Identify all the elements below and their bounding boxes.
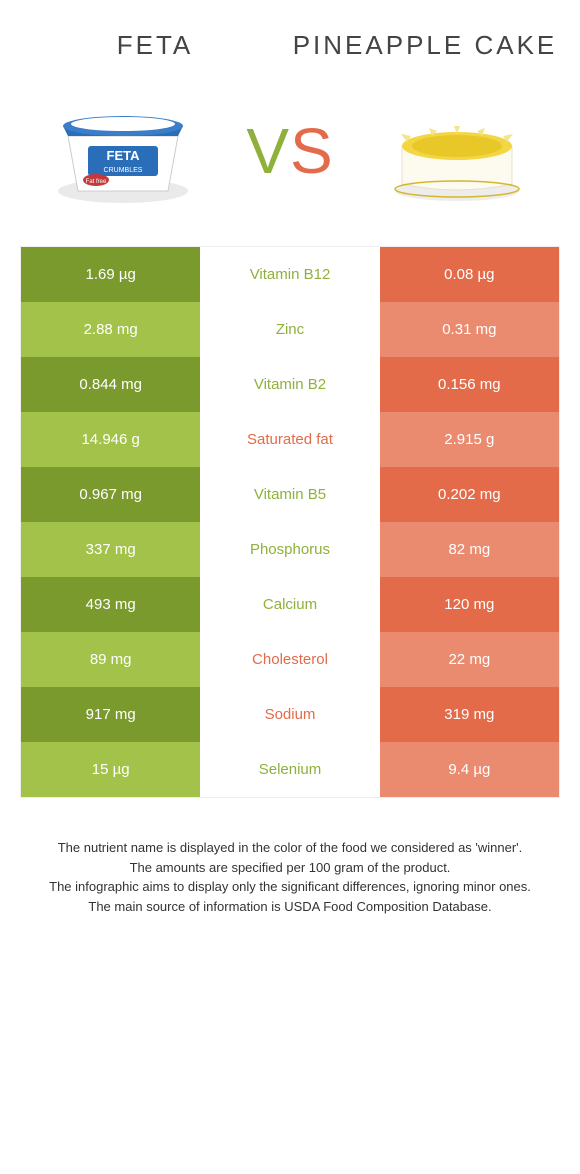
cake-icon (387, 96, 527, 206)
nutrient-name: Vitamin B12 (200, 247, 379, 302)
svg-text:FETA: FETA (107, 148, 141, 163)
left-value: 2.88 mg (21, 302, 200, 357)
nutrient-name: Saturated fat (200, 412, 379, 467)
feta-image: FETA CRUMBLES Fat free (20, 81, 226, 221)
right-value: 9.4 µg (380, 742, 559, 797)
footer-line-4: The main source of information is USDA F… (40, 897, 540, 917)
table-row: 337 mgPhosphorus82 mg (21, 522, 559, 577)
title-feta: FETA (20, 30, 290, 61)
nutrient-name: Cholesterol (200, 632, 379, 687)
table-row: 2.88 mgZinc0.31 mg (21, 302, 559, 357)
footer-notes: The nutrient name is displayed in the co… (40, 838, 540, 916)
left-value: 0.967 mg (21, 467, 200, 522)
right-value: 0.08 µg (380, 247, 559, 302)
vs-s: S (290, 114, 334, 188)
table-row: 493 mgCalcium120 mg (21, 577, 559, 632)
table-row: 14.946 gSaturated fat2.915 g (21, 412, 559, 467)
header-right: PINEAPPLE CAKE (290, 30, 560, 61)
left-value: 14.946 g (21, 412, 200, 467)
left-value: 89 mg (21, 632, 200, 687)
nutrient-name: Selenium (200, 742, 379, 797)
header-left: FETA (20, 30, 290, 61)
left-value: 917 mg (21, 687, 200, 742)
nutrient-name: Vitamin B5 (200, 467, 379, 522)
cake-image (354, 81, 560, 221)
nutrient-name: Phosphorus (200, 522, 379, 577)
compare-row: FETA CRUMBLES Fat free VS (0, 71, 580, 246)
left-value: 0.844 mg (21, 357, 200, 412)
left-value: 493 mg (21, 577, 200, 632)
vs-v: V (246, 114, 290, 188)
nutrient-name: Zinc (200, 302, 379, 357)
svg-text:Fat free: Fat free (86, 179, 107, 185)
feta-icon: FETA CRUMBLES Fat free (48, 96, 198, 206)
vs-label: VS (246, 114, 333, 188)
nutrient-name: Sodium (200, 687, 379, 742)
left-value: 337 mg (21, 522, 200, 577)
table-row: 15 µgSelenium9.4 µg (21, 742, 559, 797)
table-row: 0.844 mgVitamin B20.156 mg (21, 357, 559, 412)
header: FETA PINEAPPLE CAKE (0, 0, 580, 71)
right-value: 0.156 mg (380, 357, 559, 412)
footer-line-3: The infographic aims to display only the… (40, 877, 540, 897)
svg-text:CRUMBLES: CRUMBLES (104, 167, 143, 174)
right-value: 0.202 mg (380, 467, 559, 522)
right-value: 2.915 g (380, 412, 559, 467)
right-value: 82 mg (380, 522, 559, 577)
table-row: 917 mgSodium319 mg (21, 687, 559, 742)
nutrient-name: Calcium (200, 577, 379, 632)
table-row: 89 mgCholesterol22 mg (21, 632, 559, 687)
table-row: 0.967 mgVitamin B50.202 mg (21, 467, 559, 522)
right-value: 319 mg (380, 687, 559, 742)
title-pineapple-cake: PINEAPPLE CAKE (290, 30, 560, 61)
right-value: 120 mg (380, 577, 559, 632)
footer-line-2: The amounts are specified per 100 gram o… (40, 858, 540, 878)
left-value: 15 µg (21, 742, 200, 797)
table-row: 1.69 µgVitamin B120.08 µg (21, 247, 559, 302)
footer-line-1: The nutrient name is displayed in the co… (40, 838, 540, 858)
nutrient-name: Vitamin B2 (200, 357, 379, 412)
left-value: 1.69 µg (21, 247, 200, 302)
right-value: 0.31 mg (380, 302, 559, 357)
right-value: 22 mg (380, 632, 559, 687)
nutrient-table: 1.69 µgVitamin B120.08 µg2.88 mgZinc0.31… (20, 246, 560, 798)
